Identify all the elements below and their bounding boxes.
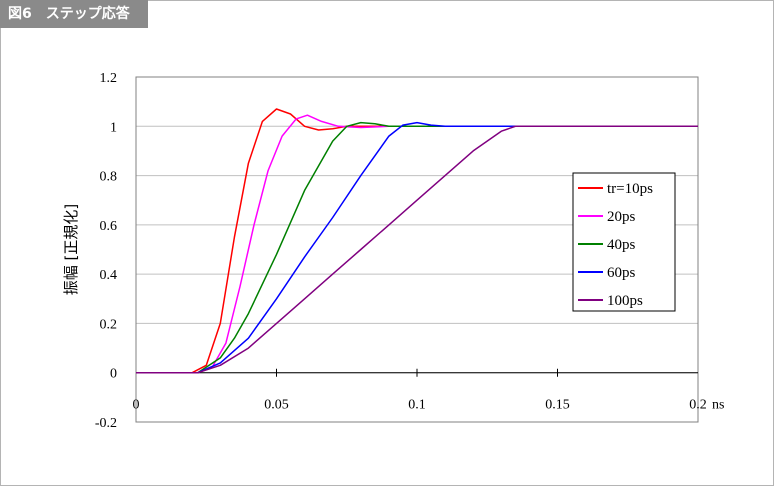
legend-label: 100ps [607,293,643,309]
figure-caption: 図6 ステップ応答 [0,0,148,28]
legend-label: 20ps [607,209,636,225]
legend-label: 60ps [607,265,636,281]
y-tick-label: 1 [110,120,117,135]
series-line-40ps [136,121,698,374]
x-tick-label: 0.15 [545,398,570,413]
series-line-tr-10ps [136,108,698,374]
x-tick-label: 0.1 [408,398,426,413]
x-tick-labels: 0 0.05 0.1 0.15 0.2 [133,398,707,413]
series-line-100ps [136,125,698,374]
x-tick-label: 0.2 [689,398,707,413]
legend-items: tr=10ps 20ps 40ps 60ps 100ps [578,181,653,309]
legend: tr=10ps 20ps 40ps 60ps 100ps [572,172,676,312]
x-axis-unit-label: ns [712,398,724,413]
y-tick-label: 0.6 [100,219,118,234]
y-tick-labels: 1.2 1 0.8 0.6 0.4 0.2 0 -0.2 [95,71,117,431]
series-lines [136,108,698,374]
y-tick-label: 0.2 [100,317,118,332]
legend-label: 40ps [607,237,636,253]
x-tick-label: 0.05 [264,398,289,413]
y-tick-label: 0.4 [100,268,118,283]
y-tick-label: -0.2 [95,416,117,431]
y-tick-label: 0.8 [100,170,118,185]
legend-label: tr=10ps [607,181,653,197]
series-line-60ps [136,121,698,374]
plot-area [135,76,699,423]
legend-box [572,172,676,312]
y-axis-label: 振幅 [正規化] [62,204,80,295]
y-tick-label: 0 [110,367,117,382]
x-tick-label: 0 [133,398,140,413]
y-tick-label: 1.2 [100,71,118,86]
